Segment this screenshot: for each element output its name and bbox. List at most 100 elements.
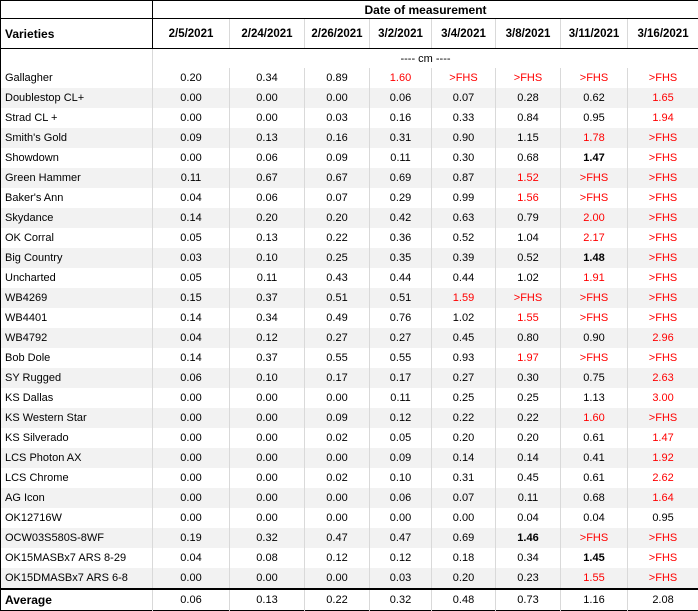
date-column-header: 2/24/2021	[230, 19, 305, 49]
value-cell: 0.00	[153, 468, 230, 488]
value-cell: 0.22	[496, 408, 561, 428]
value-cell: 0.00	[305, 488, 370, 508]
variety-name-cell: OK Corral	[1, 228, 153, 248]
value-cell: 0.87	[432, 168, 496, 188]
variety-name-cell: OK15MASBx7 ARS 8-29	[1, 548, 153, 568]
value-cell: 0.31	[432, 468, 496, 488]
value-cell: 0.90	[432, 128, 496, 148]
variety-name-cell: LCS Photon AX	[1, 448, 153, 468]
date-column-header: 3/2/2021	[370, 19, 432, 49]
variety-name-cell: Uncharted	[1, 268, 153, 288]
date-column-header: 3/16/2021	[628, 19, 698, 49]
value-cell: 0.18	[432, 548, 496, 568]
value-cell: 0.11	[230, 268, 305, 288]
value-cell: 1.48	[561, 248, 628, 268]
value-cell: 0.11	[496, 488, 561, 508]
variety-name-cell: Green Hammer	[1, 168, 153, 188]
units-empty-cell	[1, 49, 153, 69]
value-cell: >FHS	[628, 248, 698, 268]
value-cell: 0.00	[230, 568, 305, 589]
value-cell: 0.07	[432, 488, 496, 508]
value-cell: 1.47	[628, 428, 698, 448]
value-cell: 2.63	[628, 368, 698, 388]
variety-name-cell: WB4269	[1, 288, 153, 308]
value-cell: 0.39	[432, 248, 496, 268]
value-cell: 0.11	[370, 388, 432, 408]
value-cell: >FHS	[628, 308, 698, 328]
value-cell: 0.05	[370, 428, 432, 448]
varieties-column-header: Varieties	[1, 19, 153, 49]
variety-name-cell: Gallagher	[1, 68, 153, 88]
value-cell: 0.14	[153, 208, 230, 228]
value-cell: 0.80	[496, 328, 561, 348]
value-cell: 0.34	[230, 68, 305, 88]
value-cell: 1.55	[561, 568, 628, 589]
value-cell: 0.36	[370, 228, 432, 248]
value-cell: 0.05	[153, 268, 230, 288]
value-cell: 0.29	[370, 188, 432, 208]
value-cell: 0.37	[230, 348, 305, 368]
value-cell: >FHS	[561, 288, 628, 308]
value-cell: 0.44	[432, 268, 496, 288]
value-cell: 0.61	[561, 428, 628, 448]
value-cell: 0.22	[305, 589, 370, 611]
value-cell: 0.10	[230, 248, 305, 268]
value-cell: 0.68	[561, 488, 628, 508]
variety-name-cell: OK12716W	[1, 508, 153, 528]
value-cell: 0.20	[432, 568, 496, 589]
value-cell: 0.06	[370, 488, 432, 508]
value-cell: 2.17	[561, 228, 628, 248]
value-cell: 1.45	[561, 548, 628, 568]
value-cell: 1.97	[496, 348, 561, 368]
value-cell: 0.14	[153, 348, 230, 368]
value-cell: 0.00	[153, 448, 230, 468]
value-cell: >FHS	[628, 228, 698, 248]
date-column-header: 2/5/2021	[153, 19, 230, 49]
value-cell: >FHS	[432, 68, 496, 88]
value-cell: 0.13	[230, 589, 305, 611]
value-cell: 0.33	[432, 108, 496, 128]
value-cell: 0.55	[305, 348, 370, 368]
units-label: ---- cm ----	[153, 49, 698, 69]
variety-name-cell: KS Dallas	[1, 388, 153, 408]
variety-name-cell: Big Country	[1, 248, 153, 268]
value-cell: >FHS	[561, 528, 628, 548]
value-cell: 0.11	[370, 148, 432, 168]
value-cell: 0.63	[432, 208, 496, 228]
value-cell: 0.00	[230, 108, 305, 128]
value-cell: 0.03	[305, 108, 370, 128]
value-cell: 0.06	[230, 148, 305, 168]
date-column-header: 2/26/2021	[305, 19, 370, 49]
value-cell: 1.65	[628, 88, 698, 108]
value-cell: 0.06	[370, 88, 432, 108]
value-cell: 0.45	[432, 328, 496, 348]
value-cell: 0.20	[153, 68, 230, 88]
value-cell: 0.32	[230, 528, 305, 548]
value-cell: 0.27	[305, 328, 370, 348]
value-cell: 0.42	[370, 208, 432, 228]
value-cell: 0.02	[305, 468, 370, 488]
value-cell: 0.07	[305, 188, 370, 208]
value-cell: 0.00	[305, 508, 370, 528]
value-cell: 0.06	[153, 368, 230, 388]
value-cell: 0.00	[153, 388, 230, 408]
value-cell: 1.78	[561, 128, 628, 148]
value-cell: 0.32	[370, 589, 432, 611]
value-cell: 0.00	[305, 568, 370, 589]
value-cell: 0.09	[370, 448, 432, 468]
value-cell: 0.00	[230, 448, 305, 468]
